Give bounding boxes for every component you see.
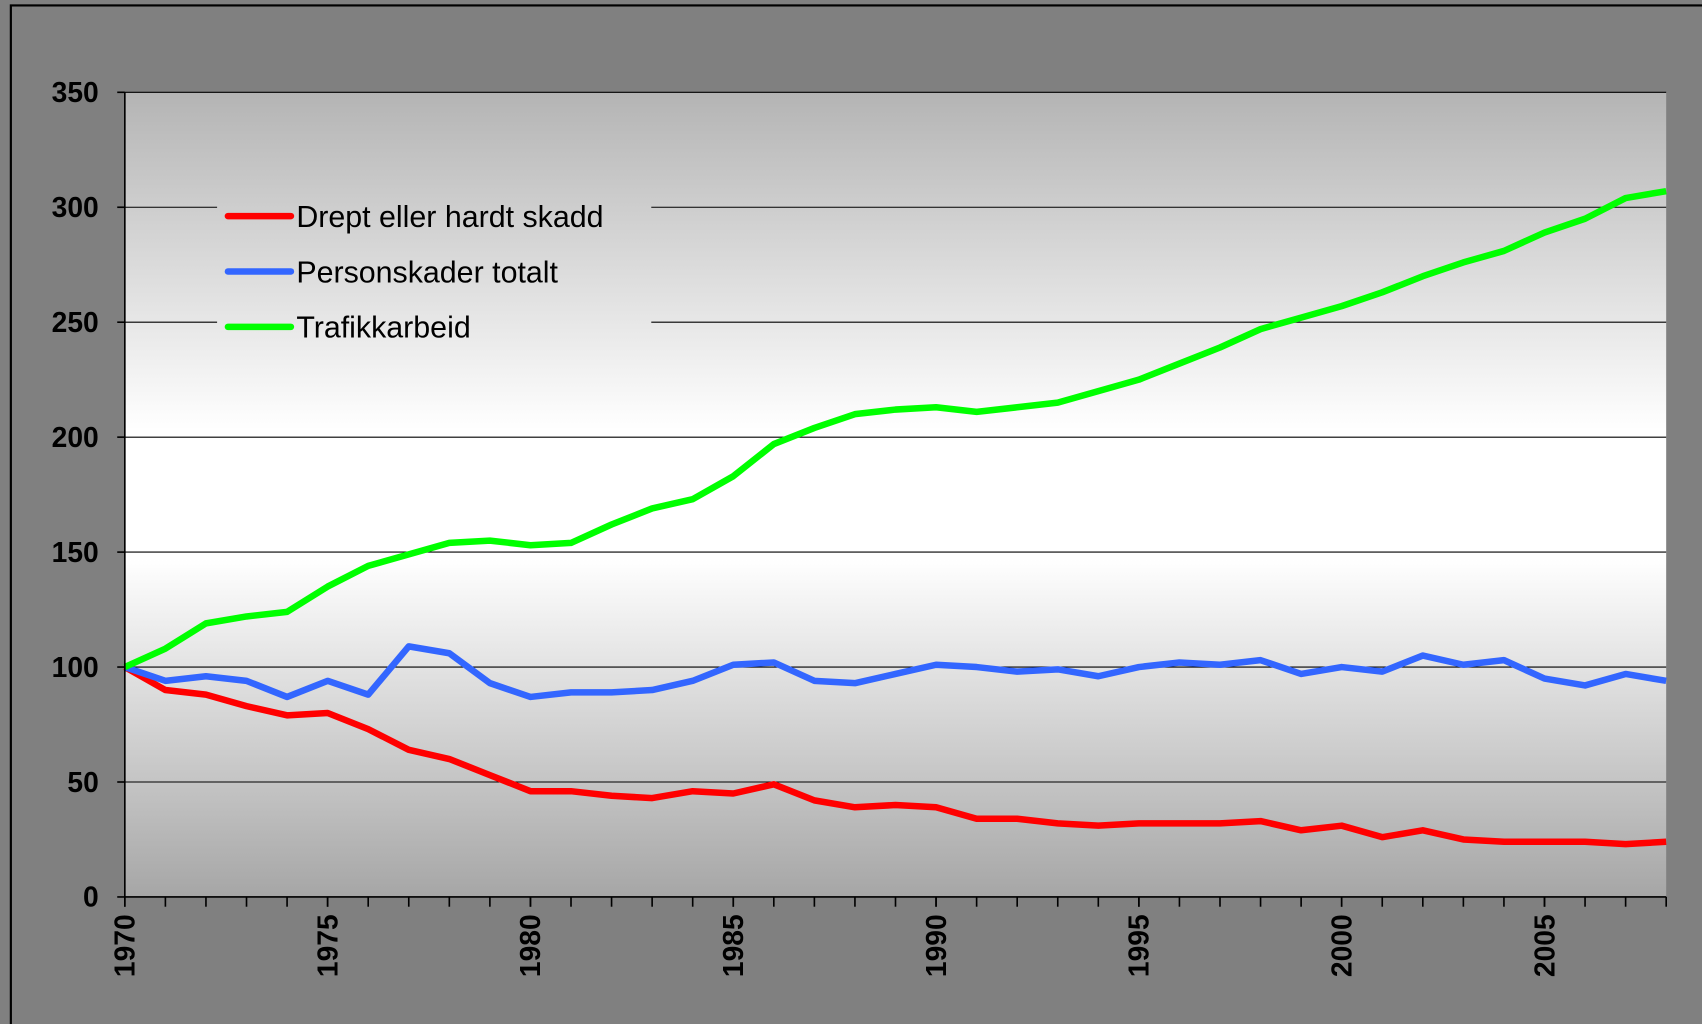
y-tick-label: 100 xyxy=(52,651,99,683)
y-tick-label: 0 xyxy=(83,881,99,913)
legend-label: Trafikkarbeid xyxy=(296,311,470,345)
series-line xyxy=(123,643,1667,701)
series-line xyxy=(123,664,1667,848)
y-tick-label: 50 xyxy=(67,766,98,798)
y-tick-label: 300 xyxy=(52,191,99,223)
y-tick-label: 200 xyxy=(52,421,99,453)
x-tick-label: 1985 xyxy=(717,914,749,977)
x-tick-label: 1970 xyxy=(109,914,141,977)
y-tick-label: 350 xyxy=(52,76,99,108)
x-tick-label: 1975 xyxy=(311,914,343,977)
legend-label: Personskader totalt xyxy=(296,255,558,289)
legend-label: Drept eller hardt skadd xyxy=(296,200,603,234)
x-tick-label: 1990 xyxy=(920,914,952,977)
y-tick-label: 150 xyxy=(52,536,99,568)
x-tick-label: 2000 xyxy=(1325,914,1357,977)
x-tick-label: 2005 xyxy=(1528,914,1560,977)
series-line xyxy=(123,187,1667,671)
y-tick-label: 250 xyxy=(52,306,99,338)
x-tick-label: 1980 xyxy=(514,914,546,977)
x-tick-label: 1995 xyxy=(1123,914,1155,977)
